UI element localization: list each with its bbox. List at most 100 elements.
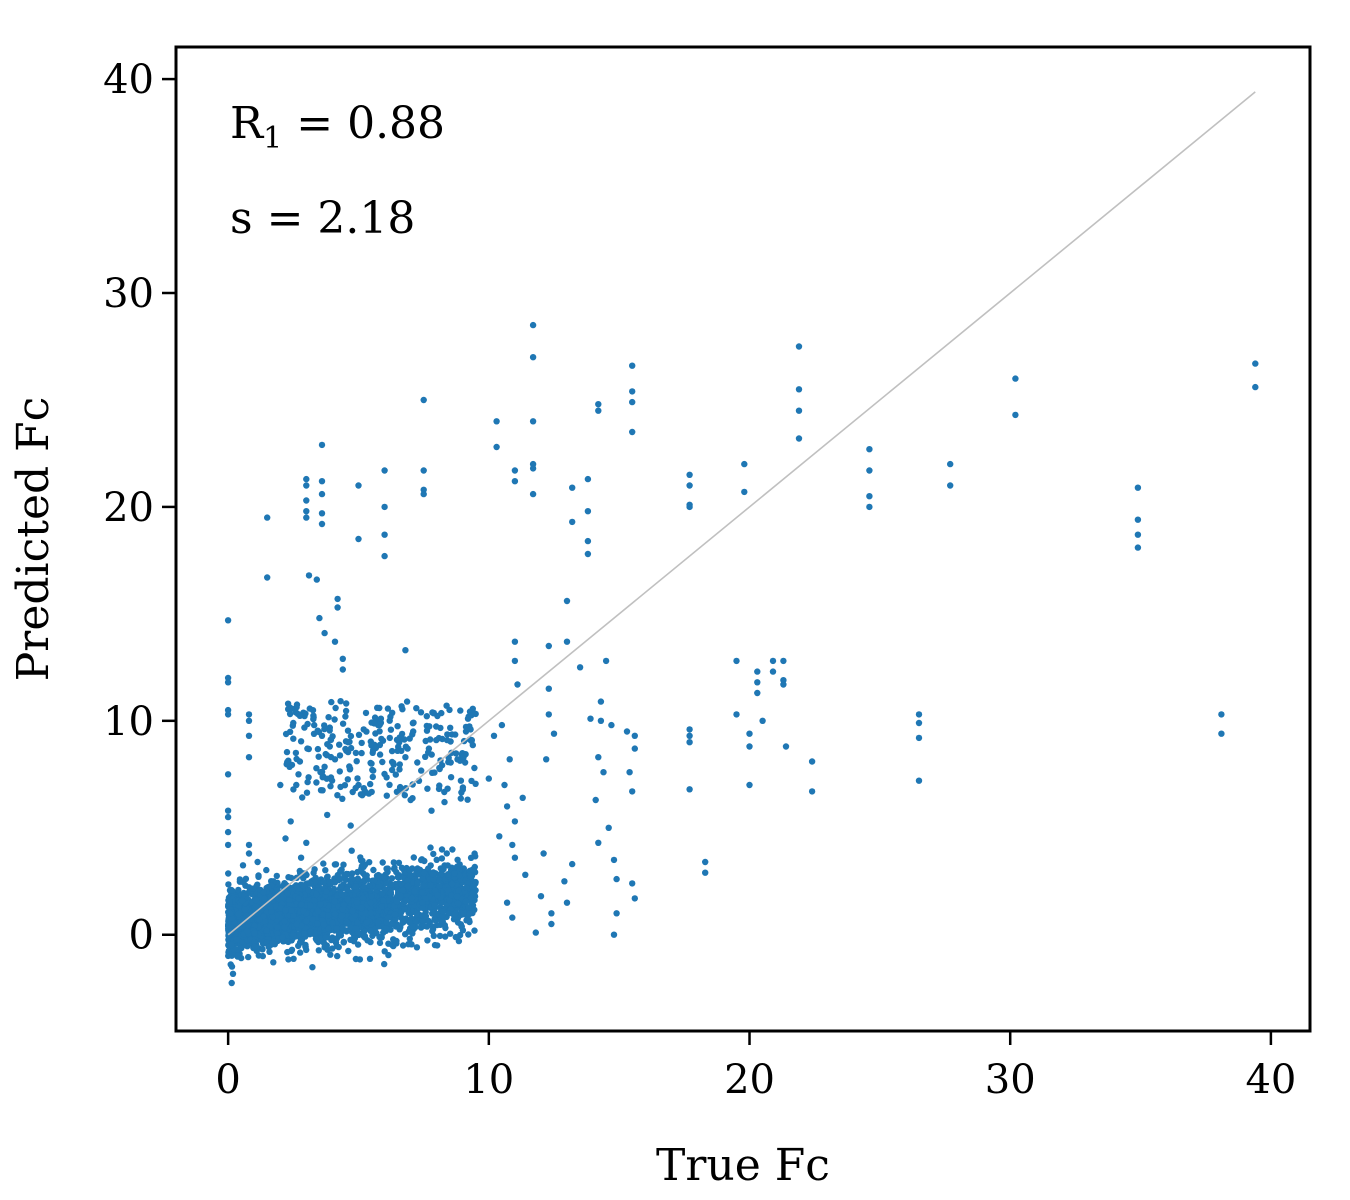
data-point — [545, 685, 552, 692]
data-point — [413, 910, 420, 918]
data-point — [631, 732, 638, 739]
s-annotation: s = 2.18 — [230, 193, 415, 244]
data-point — [915, 711, 923, 718]
data-point — [238, 938, 246, 945]
data-point — [597, 698, 605, 705]
data-point — [339, 666, 346, 673]
data-point — [1134, 544, 1142, 551]
data-point — [419, 874, 426, 882]
data-point — [293, 920, 300, 928]
y-tick-label: 20 — [103, 485, 154, 531]
data-point — [315, 908, 322, 915]
data-point — [384, 868, 391, 876]
data-point — [782, 743, 790, 750]
data-point — [265, 943, 272, 951]
data-point — [389, 941, 396, 949]
data-point — [439, 908, 447, 915]
data-point — [344, 776, 351, 783]
data-point — [432, 917, 439, 924]
data-point — [629, 880, 636, 887]
data-point — [456, 861, 463, 868]
data-point — [458, 923, 465, 930]
data-point — [407, 796, 414, 804]
data-point — [428, 807, 435, 814]
data-point — [511, 467, 519, 474]
data-point — [410, 719, 417, 726]
data-point — [225, 870, 232, 877]
data-point — [354, 875, 361, 882]
data-point — [304, 778, 311, 786]
data-point — [511, 818, 519, 825]
data-point — [281, 923, 288, 931]
data-point — [396, 761, 403, 768]
data-point — [602, 657, 610, 665]
data-point — [255, 872, 262, 879]
data-point — [576, 664, 584, 671]
data-point — [227, 910, 234, 917]
data-point — [393, 898, 401, 905]
data-point — [325, 925, 332, 932]
data-point — [355, 781, 362, 789]
data-point — [394, 723, 401, 730]
x-tick-label: 10 — [463, 1057, 514, 1103]
data-point — [452, 731, 459, 738]
data-point — [327, 951, 334, 958]
data-point — [224, 617, 232, 624]
data-point — [317, 769, 324, 776]
data-point — [686, 503, 693, 511]
data-point — [443, 850, 450, 857]
data-point — [493, 418, 500, 425]
data-point — [423, 713, 430, 720]
data-point — [460, 753, 467, 760]
data-point — [381, 531, 388, 538]
data-point — [398, 880, 405, 888]
data-point — [386, 889, 394, 897]
data-point — [286, 897, 293, 904]
data-point — [584, 550, 592, 558]
data-point — [733, 657, 740, 665]
data-point — [404, 882, 412, 890]
data-point — [397, 910, 404, 918]
data-point — [563, 597, 571, 605]
data-point — [399, 942, 407, 949]
data-point — [401, 906, 408, 913]
data-point — [381, 467, 388, 474]
data-point — [352, 883, 360, 890]
data-point — [529, 465, 537, 472]
data-point — [569, 518, 576, 526]
data-point — [352, 925, 360, 932]
data-point — [496, 833, 503, 840]
data-point — [471, 927, 478, 934]
data-point — [605, 824, 612, 831]
data-point — [352, 749, 360, 757]
data-point — [324, 811, 331, 819]
data-point — [318, 520, 326, 528]
data-point — [251, 929, 258, 937]
data-point — [332, 704, 339, 712]
data-point — [301, 930, 308, 937]
data-point — [439, 735, 446, 743]
y-tick-label: 10 — [103, 699, 154, 745]
data-point — [469, 866, 476, 873]
data-point — [367, 938, 374, 946]
identity-line — [227, 91, 1256, 936]
data-point — [509, 914, 516, 921]
data-point — [610, 856, 618, 864]
data-point — [381, 960, 388, 968]
data-point — [414, 759, 421, 766]
data-point — [452, 933, 459, 941]
data-point — [295, 895, 302, 902]
data-point — [228, 979, 235, 987]
data-point — [434, 891, 441, 899]
data-point — [388, 881, 395, 888]
data-point — [355, 535, 362, 543]
data-point — [265, 899, 272, 907]
data-point — [420, 490, 427, 498]
data-point — [315, 947, 322, 954]
data-point — [226, 898, 233, 905]
x-tick-label: 20 — [724, 1057, 775, 1103]
data-point — [285, 938, 292, 946]
data-point — [439, 918, 446, 925]
data-point — [444, 862, 451, 869]
data-point — [297, 949, 304, 956]
